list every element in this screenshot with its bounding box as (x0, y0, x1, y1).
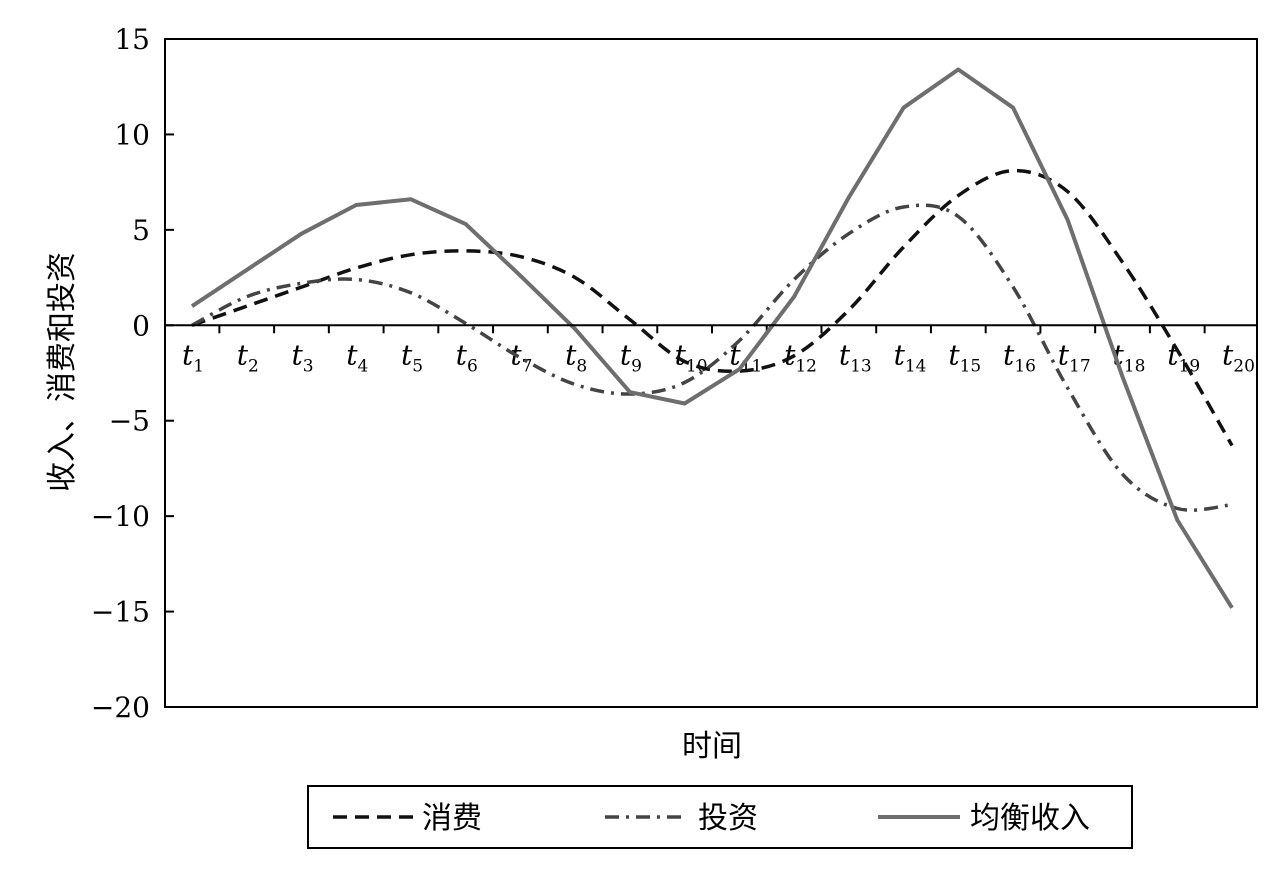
plot-frame (164, 38, 1258, 708)
x-category-label: t17 (1058, 338, 1091, 376)
x-category-label: t4 (346, 338, 368, 376)
y-axis-title: 收入、消费和投资 (45, 252, 80, 492)
x-category-label: t14 (894, 338, 927, 376)
x-category-label: t2 (237, 338, 259, 376)
y-tick-label: 5 (132, 214, 150, 247)
x-category-label: t8 (565, 338, 587, 376)
x-category-label: t7 (510, 338, 532, 376)
y-axis-ticks: 15 10 5 0 −5 −10 −15 −20 (91, 23, 174, 724)
x-category-label: t6 (456, 338, 478, 376)
x-axis-category-labels: t1 t2 t3 t4 t5 t6 t7 t8 t9 t10 t11 t12 t13 t14 t15 t16 t… (182, 325, 1255, 376)
y-tick-label: −5 (109, 405, 150, 438)
x-category-label: t9 (620, 338, 642, 376)
x-category-label: t5 (401, 338, 423, 376)
y-tick-label: 15 (114, 23, 150, 56)
x-category-label: t13 (839, 338, 872, 376)
legend-label-3: 均衡收入 (970, 801, 1090, 836)
series-line-3 (190, 67, 1234, 609)
x-category-label: t16 (1003, 338, 1036, 376)
legend-label-2: 投资 (698, 801, 758, 836)
x-category-label: t19 (1167, 338, 1200, 376)
y-tick-label: −20 (91, 691, 150, 724)
y-tick-label: 0 (132, 309, 150, 342)
y-tick-label: −10 (91, 500, 150, 533)
y-tick-label: 10 (114, 118, 150, 151)
series-line-1 (191, 168, 1234, 447)
x-category-label: t3 (291, 338, 313, 376)
series-line-2 (191, 203, 1233, 512)
x-category-label: t15 (948, 338, 981, 376)
x-category-label: t20 (1222, 338, 1255, 376)
x-axis-title: 时间 (682, 729, 742, 764)
y-tick-label: −15 (91, 596, 150, 629)
x-category-label: t1 (182, 338, 204, 376)
legend-label-1: 消费 (422, 801, 482, 836)
series-lines (190, 67, 1234, 609)
legend: 消费 投资 均衡收入 (307, 785, 1133, 849)
legend-box (307, 785, 1133, 849)
